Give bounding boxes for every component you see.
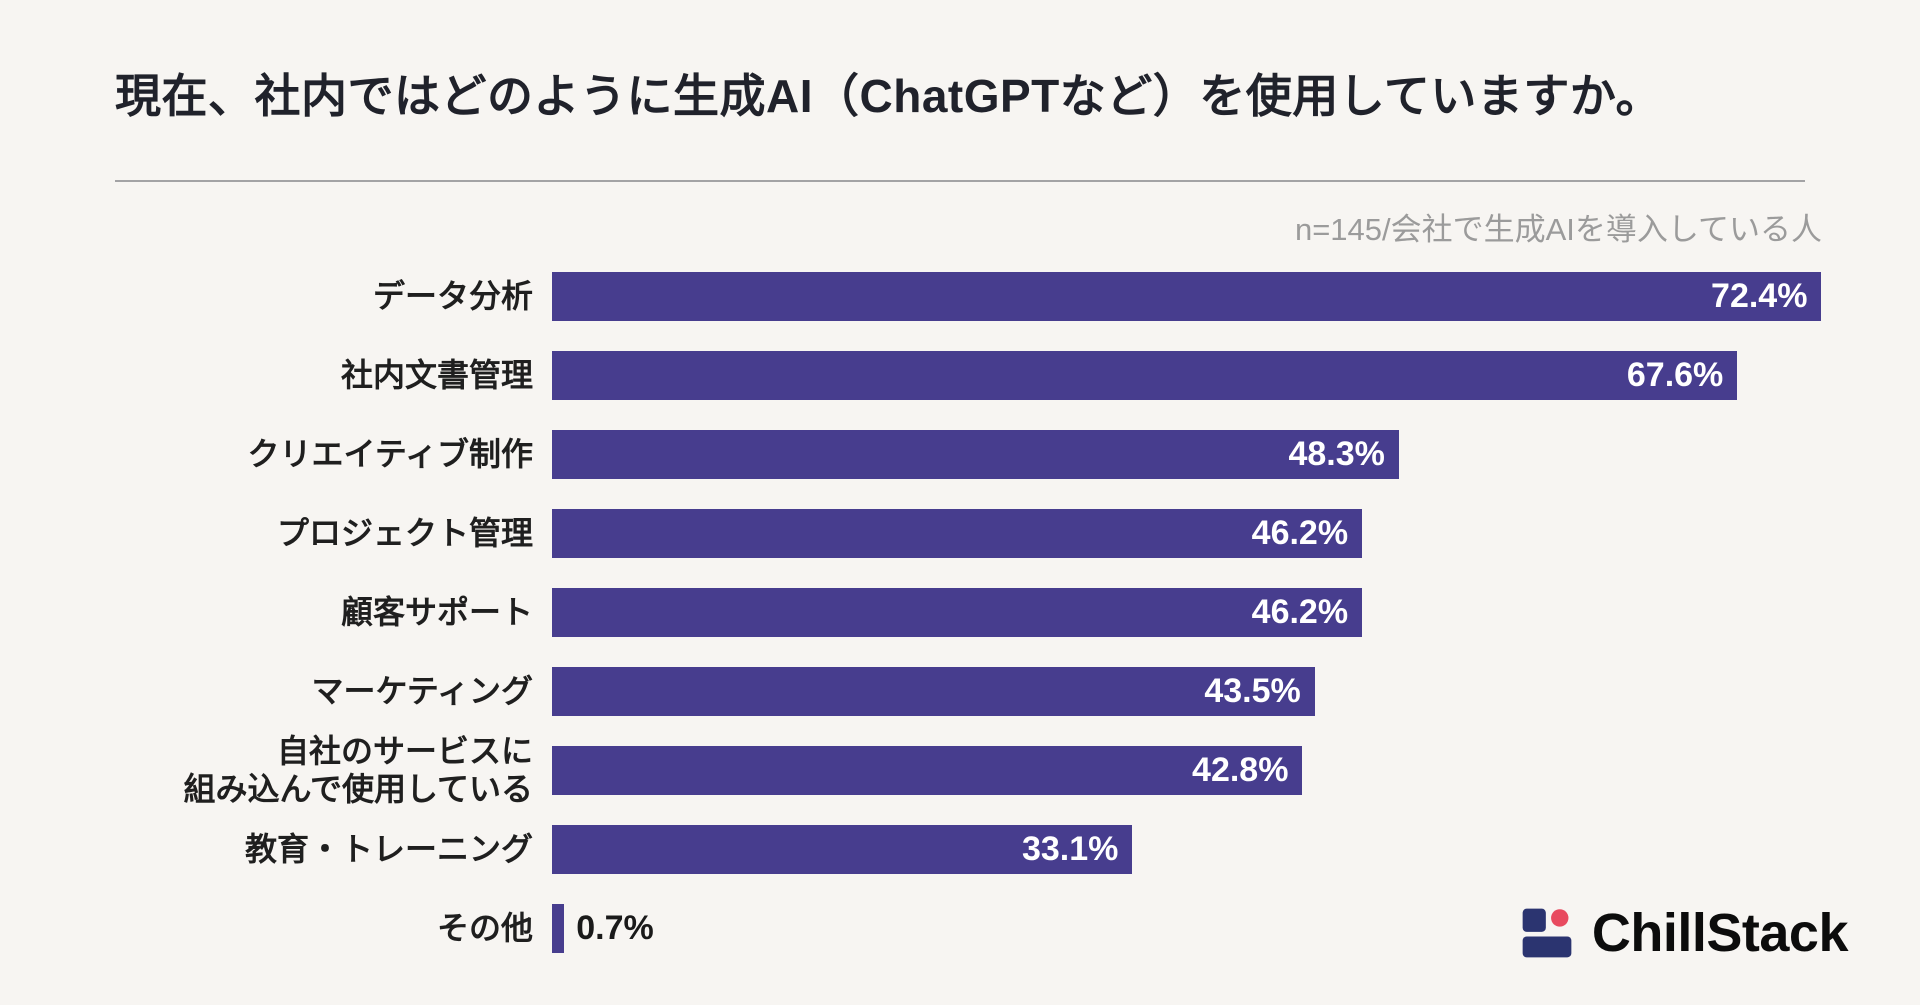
- bar: 43.5%: [552, 667, 1315, 716]
- category-label: その他: [436, 909, 533, 946]
- bar: 46.2%: [552, 509, 1363, 558]
- value-label: 43.5%: [1204, 672, 1301, 710]
- sample-size-note: n=145/会社で生成AIを導入している人: [1294, 212, 1822, 247]
- bar: 67.6%: [552, 351, 1738, 400]
- bar-track: 42.8%: [552, 746, 1824, 795]
- bar-track: 0.7%: [552, 904, 1824, 953]
- bar-track: 46.2%: [552, 588, 1824, 637]
- category-label: プロジェクト管理: [276, 514, 533, 551]
- value-label: 72.4%: [1711, 277, 1808, 315]
- bar-track: 43.5%: [552, 667, 1824, 716]
- bar-row: クリエイティブ制作 48.3%: [115, 415, 1824, 494]
- value-label: 46.2%: [1251, 593, 1349, 631]
- value-label: 48.3%: [1288, 435, 1385, 473]
- category-label: 自社のサービスに 組み込んで使用している: [183, 732, 533, 807]
- bar: [552, 904, 565, 953]
- bar-row: マーケティング 43.5%: [115, 652, 1824, 731]
- bar: 72.4%: [552, 272, 1822, 321]
- category-label: 教育・トレーニング: [244, 830, 533, 867]
- bar-row: 自社のサービスに 組み込んで使用している 42.8%: [115, 731, 1824, 810]
- chart-title: 現在、社内ではどのように生成AI（ChatGPTなど）を使用していますか。: [115, 70, 1662, 122]
- bar-track: 46.2%: [552, 509, 1824, 558]
- value-label: 0.7%: [576, 909, 654, 947]
- bar-track: 48.3%: [552, 430, 1824, 479]
- bar-track: 72.4%: [552, 272, 1824, 321]
- category-label: 顧客サポート: [340, 593, 533, 630]
- value-label: 33.1%: [1021, 830, 1119, 868]
- category-label: 社内文書管理: [340, 356, 533, 393]
- bar-row: 社内文書管理 67.6%: [115, 336, 1824, 415]
- bar: 46.2%: [552, 588, 1363, 637]
- chillstack-logo: ChillStack: [1518, 902, 1849, 964]
- chart-rows: データ分析 72.4% 社内文書管理 67.6% クリエイティブ制作 48.3% プロジェク…: [115, 257, 1824, 968]
- category-label: マーケティング: [311, 672, 533, 709]
- bar-row: 顧客サポート 46.2%: [115, 573, 1824, 652]
- bar: 33.1%: [552, 825, 1133, 874]
- bar-row: プロジェクト管理 46.2%: [115, 494, 1824, 573]
- category-label: クリエイティブ制作: [247, 435, 533, 472]
- bar: 42.8%: [552, 746, 1303, 795]
- bar-row: 教育・トレーニング 33.1%: [115, 810, 1824, 889]
- value-label: 46.2%: [1251, 514, 1349, 552]
- title-divider: [115, 180, 1805, 182]
- chillstack-logo-text: ChillStack: [1591, 903, 1849, 963]
- chillstack-logo-icon: [1522, 908, 1572, 958]
- bar-track: 33.1%: [552, 825, 1824, 874]
- category-label: データ分析: [372, 277, 533, 314]
- bar-row: その他 0.7%: [115, 889, 1824, 968]
- value-label: 42.8%: [1192, 751, 1289, 789]
- value-label: 67.6%: [1626, 356, 1724, 394]
- bar-track: 67.6%: [552, 351, 1824, 400]
- bar-row: データ分析 72.4%: [115, 257, 1824, 336]
- bar: 48.3%: [552, 430, 1399, 479]
